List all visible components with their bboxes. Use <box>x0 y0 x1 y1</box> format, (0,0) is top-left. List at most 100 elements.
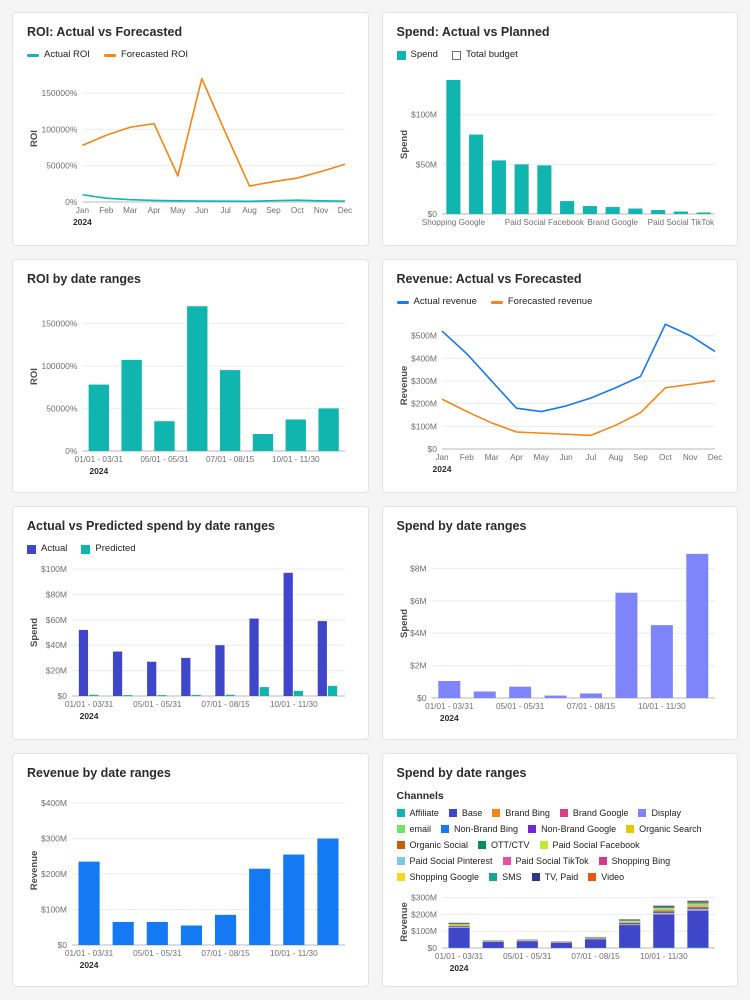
svg-text:Jul: Jul <box>220 206 231 215</box>
legend-swatch <box>492 809 501 817</box>
legend-item[interactable]: Video <box>588 871 624 883</box>
svg-text:Revenue: Revenue <box>399 902 410 942</box>
svg-text:150000%: 150000% <box>41 318 77 328</box>
svg-text:01/01 - 03/31: 01/01 - 03/31 <box>65 700 114 709</box>
svg-text:Oct: Oct <box>291 206 304 215</box>
svg-text:07/01 - 08/15: 07/01 - 08/15 <box>571 952 620 961</box>
legend-label: Total budget <box>465 49 518 60</box>
svg-text:01/01 - 03/31: 01/01 - 03/31 <box>65 949 114 958</box>
legend-swatch <box>559 809 568 817</box>
svg-text:$20M: $20M <box>46 666 67 676</box>
svg-text:Paid Social Facebook: Paid Social Facebook <box>504 218 584 227</box>
svg-text:$60M: $60M <box>46 615 67 625</box>
svg-text:$0: $0 <box>427 444 437 454</box>
legend-item[interactable]: Organic Search <box>626 823 702 835</box>
legend-item[interactable]: SMS <box>489 871 522 883</box>
legend-label: Actual ROI <box>44 49 90 60</box>
legend-item[interactable]: Spend <box>396 49 438 61</box>
legend-item[interactable]: Brand Google <box>559 807 628 819</box>
svg-text:Dec: Dec <box>338 206 353 215</box>
svg-text:$400M: $400M <box>411 353 437 363</box>
legend-label: Organic Search <box>639 824 702 834</box>
legend-label: TV, Paid <box>544 872 579 882</box>
legend-item[interactable]: Base <box>448 807 482 819</box>
legend-item[interactable]: OTT/CTV <box>478 839 530 851</box>
svg-text:Jan: Jan <box>435 453 449 462</box>
svg-text:$8M: $8M <box>410 563 427 573</box>
legend-label: Paid Social Pinterest <box>409 856 493 866</box>
revenue-line-chart[interactable]: $0 $100M $200M $300M $400M $500M Revenue Jan Feb… <box>397 316 723 479</box>
legend-swatch <box>528 825 537 833</box>
legend-swatch <box>396 825 405 833</box>
svg-text:$0: $0 <box>427 943 437 953</box>
legend-item[interactable]: Paid Social TikTok <box>502 855 589 867</box>
legend-label: Video <box>601 872 625 882</box>
svg-text:$200M: $200M <box>411 399 437 409</box>
spend-grouped-bar-chart[interactable]: $0 $20M $40M $60M $80M $100M Spend 01/01 - 03/3… <box>27 563 353 726</box>
svg-text:01/01 - 03/31: 01/01 - 03/31 <box>434 952 483 961</box>
legend-item[interactable]: Actual ROI <box>27 49 90 61</box>
svg-text:Jun: Jun <box>195 206 209 215</box>
channels-legend: Affiliate Base Brand Bing Brand Google Displ… <box>396 807 724 883</box>
legend-item[interactable]: Non-Brand Bing <box>441 823 518 835</box>
svg-text:$300M: $300M <box>411 376 437 386</box>
svg-text:$0: $0 <box>58 940 68 950</box>
svg-text:Nov: Nov <box>314 206 329 215</box>
svg-text:Dec: Dec <box>707 453 722 462</box>
svg-text:$40M: $40M <box>46 640 67 650</box>
svg-text:ROI: ROI <box>29 130 40 147</box>
card-title: Spend by date ranges <box>396 519 527 533</box>
roi-bar-chart[interactable]: 0% 50000% 100000% 150000% ROI 01/01 - 03/31 05… <box>27 296 353 481</box>
legend-item[interactable]: Paid Social Pinterest <box>396 855 493 867</box>
svg-text:2024: 2024 <box>439 713 458 723</box>
legend-item[interactable]: Total budget <box>451 49 518 61</box>
legend-item[interactable]: Forecasted revenue <box>490 296 592 308</box>
card-actual-vs-predicted-spend: Actual vs Predicted spend by date ranges… <box>12 506 369 740</box>
legend-item[interactable]: Shopping Google <box>396 871 480 883</box>
legend-item[interactable]: Affiliate <box>396 807 439 819</box>
legend-item[interactable]: Brand Bing <box>492 807 550 819</box>
legend-item[interactable]: TV, Paid <box>531 871 579 883</box>
svg-text:Mar: Mar <box>123 206 137 215</box>
legend-item[interactable]: Actual <box>27 543 67 555</box>
legend-label: Actual revenue <box>413 296 477 307</box>
svg-text:2024: 2024 <box>80 960 99 970</box>
legend-swatch <box>441 825 450 833</box>
legend-label: Affiliate <box>409 808 439 818</box>
svg-text:2024: 2024 <box>89 466 108 476</box>
chart-legend: Actual revenue Forecasted revenue <box>396 296 724 308</box>
legend-item[interactable]: Actual revenue <box>396 296 477 308</box>
legend-item[interactable]: Non-Brand Google <box>528 823 616 835</box>
legend-label: Shopping Google <box>409 872 480 882</box>
svg-text:Jan: Jan <box>76 206 90 215</box>
roi-line-chart[interactable]: 0% 50000% 100000% 150000% ROI Jan Feb Mar Apr May… <box>27 69 353 232</box>
legend-item[interactable]: Forecasted ROI <box>103 49 188 61</box>
spend-by-range-bar-chart[interactable]: $0 $2M $4M $6M $8M Spend 01/01 - 03/31 05/01 - … <box>397 543 723 728</box>
legend-label: Spend <box>410 49 438 60</box>
revenue-bar-chart[interactable]: $0 $100M $200M $300M $400M Revenue 01/01 - 03/… <box>27 790 353 975</box>
svg-text:May: May <box>170 206 186 215</box>
svg-text:Feb: Feb <box>99 206 114 215</box>
svg-text:10/01 - 11/30: 10/01 - 11/30 <box>638 702 686 711</box>
svg-text:150000%: 150000% <box>41 88 77 98</box>
chart-legend: Spend Total budget <box>396 49 724 61</box>
legend-label: Paid Social Facebook <box>552 840 640 850</box>
legend-swatch <box>396 841 405 849</box>
legend-item[interactable]: Shopping Bing <box>598 855 670 867</box>
svg-text:Revenue: Revenue <box>399 366 410 406</box>
legend-swatch <box>588 873 597 881</box>
svg-text:Paid Social TikTok: Paid Social TikTok <box>647 218 714 227</box>
legend-item[interactable]: Display <box>638 807 681 819</box>
svg-text:$500M: $500M <box>411 331 437 341</box>
svg-text:10/01 - 11/30: 10/01 - 11/30 <box>270 700 318 709</box>
legend-item[interactable]: Organic Social <box>396 839 468 851</box>
svg-text:Feb: Feb <box>459 453 474 462</box>
legend-item[interactable]: Predicted <box>81 543 136 555</box>
legend-item[interactable]: Paid Social Facebook <box>539 839 640 851</box>
legend-item[interactable]: email <box>396 823 431 835</box>
svg-text:Aug: Aug <box>242 206 257 215</box>
legend-line-swatch <box>396 300 409 304</box>
